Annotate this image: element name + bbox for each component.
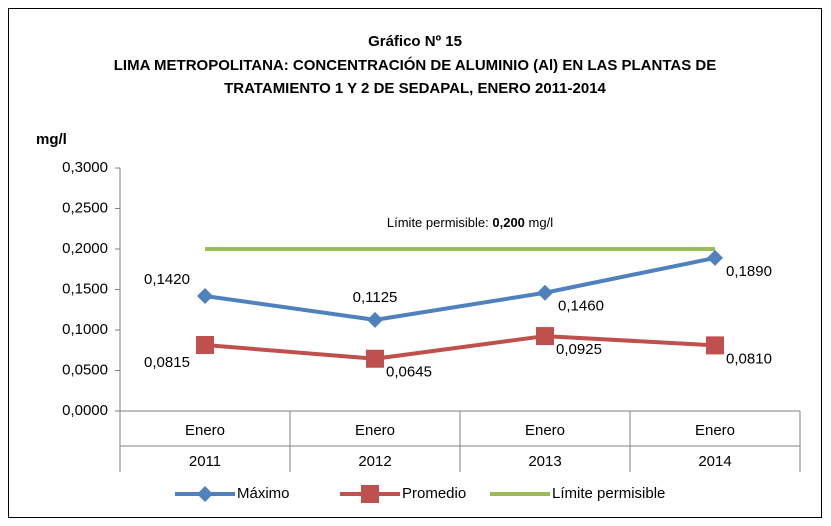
y-tick-label: 0,1500 bbox=[62, 280, 108, 297]
data-label: 0,0645 bbox=[386, 364, 432, 381]
x-tick-label: 2013 bbox=[528, 453, 561, 470]
annotation-text: Límite permisible: bbox=[387, 215, 492, 230]
data-label: 0,0810 bbox=[726, 350, 772, 367]
annotation-unit: mg/l bbox=[525, 215, 553, 230]
marker bbox=[536, 327, 554, 346]
series-line bbox=[204, 255, 716, 322]
marker bbox=[706, 336, 724, 355]
marker bbox=[197, 486, 213, 502]
marker bbox=[367, 311, 383, 328]
series-line bbox=[204, 334, 716, 361]
data-label: 0,1460 bbox=[558, 298, 604, 315]
x-tick-label: Enero bbox=[695, 422, 735, 439]
x-tick-label: Enero bbox=[185, 422, 225, 439]
annotation: Límite permisible: 0,200 mg/l bbox=[387, 215, 553, 230]
marker bbox=[361, 485, 379, 503]
y-tick-label: 0,3000 bbox=[62, 159, 108, 176]
x-tick-label: 2011 bbox=[189, 453, 221, 470]
marker bbox=[707, 249, 723, 266]
chart-title: TRATAMIENTO 1 Y 2 DE SEDAPAL, ENERO 2011… bbox=[224, 80, 606, 97]
data-label: 0,1890 bbox=[726, 263, 772, 280]
x-tick-label: 2012 bbox=[358, 453, 391, 470]
y-tick-label: 0,2000 bbox=[62, 240, 108, 257]
chart-title: Gráfico Nº 15 bbox=[368, 33, 462, 50]
x-tick-label: 2014 bbox=[698, 453, 731, 470]
data-label: 0,0925 bbox=[556, 341, 602, 358]
marker bbox=[197, 287, 213, 304]
chart-title: LIMA METROPOLITANA: CONCENTRACIÓN DE ALU… bbox=[114, 56, 716, 74]
marker bbox=[537, 284, 553, 301]
x-tick-label: Enero bbox=[525, 422, 565, 439]
y-tick-label: 0,0000 bbox=[62, 402, 108, 419]
y-tick-label: 0,1000 bbox=[62, 321, 108, 338]
legend-label: Límite permisible bbox=[552, 485, 665, 502]
marker bbox=[366, 349, 384, 368]
y-tick-label: 0,0500 bbox=[62, 361, 108, 378]
y-tick-label: 0,2500 bbox=[62, 199, 108, 216]
data-label: 0,1125 bbox=[353, 289, 398, 306]
legend-label: Máximo bbox=[237, 485, 290, 502]
annotation-value: 0,200 bbox=[492, 215, 525, 230]
x-tick-label: Enero bbox=[355, 422, 395, 439]
y-axis-label: mg/l bbox=[36, 131, 67, 148]
marker bbox=[196, 335, 214, 354]
data-label: 0,0815 bbox=[144, 354, 190, 371]
data-label: 0,1420 bbox=[144, 271, 190, 288]
legend-label: Promedio bbox=[402, 485, 466, 502]
